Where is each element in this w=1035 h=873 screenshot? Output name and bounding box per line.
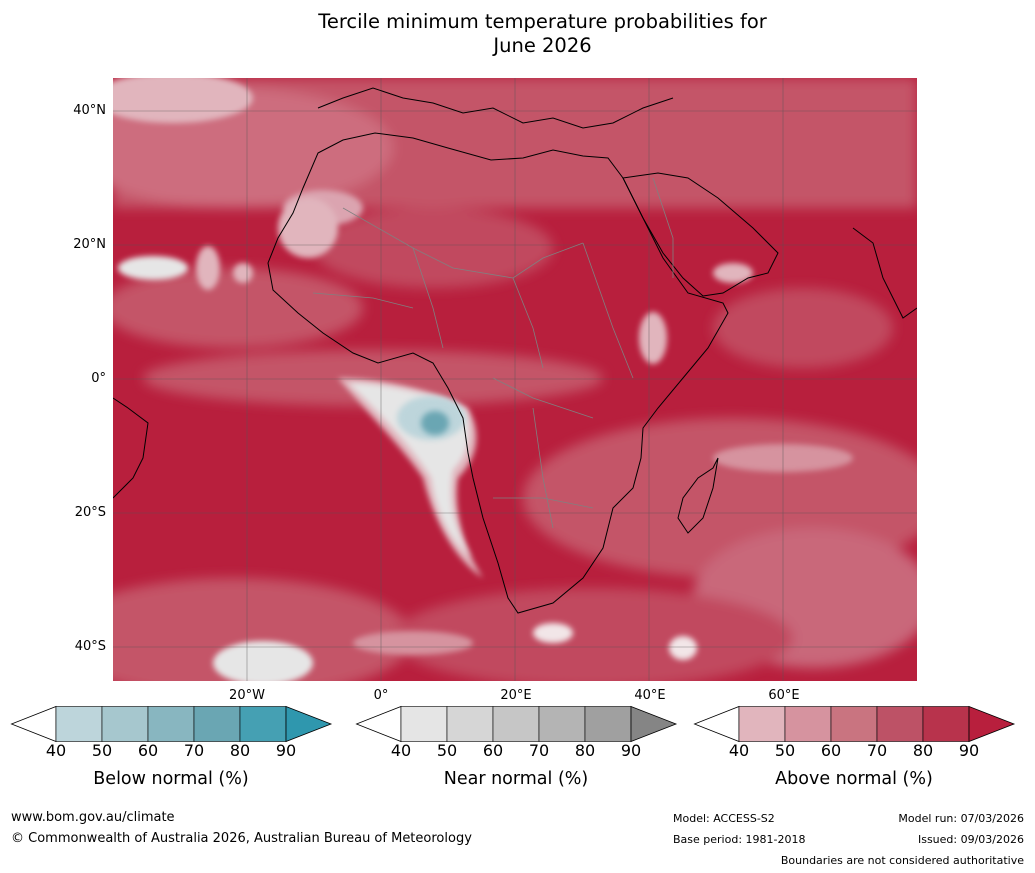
colorbar-tick-label: 90	[275, 741, 297, 760]
colorbar-segment	[147, 706, 195, 742]
colorbar-extend-high	[968, 705, 1016, 743]
colorbar-tick-label: 50	[436, 741, 458, 760]
colorbar-segment	[538, 706, 586, 742]
map-gridlines	[113, 78, 917, 681]
map-title-line1: Tercile minimum temperature probabilitie…	[318, 10, 767, 33]
map-title: Tercile minimum temperature probabilitie…	[0, 10, 1035, 58]
colorbar-svg-near-normal	[355, 705, 678, 743]
colorbar-extend-low	[10, 705, 57, 743]
colorbar-title-near-normal: Near normal (%)	[443, 769, 589, 789]
colorbar-tick-label: 40	[45, 741, 67, 760]
colorbar-segment	[101, 706, 149, 742]
colorbar-tick-label: 50	[774, 741, 796, 760]
colorbar-segment	[584, 706, 632, 742]
madagascar-coastline	[677, 457, 719, 534]
colorbar-segment	[784, 706, 832, 742]
colorbar-title-below-normal: Below normal (%)	[93, 769, 249, 789]
colorbar-segment	[55, 706, 103, 742]
model-name: Model: ACCESS-S2	[673, 812, 775, 825]
colorbar-tick-label: 60	[820, 741, 842, 760]
colorbar-segment	[492, 706, 540, 742]
colorbar-tick-label: 50	[91, 741, 113, 760]
copyright-text: © Commonwealth of Australia 2026, Austra…	[11, 831, 472, 846]
issued-date: Issued: 09/03/2026	[917, 833, 1024, 846]
probability-map	[113, 78, 917, 681]
colorbar-svg-above-normal	[693, 705, 1016, 743]
colorbar-near-normal	[355, 705, 678, 743]
map-canvas	[113, 78, 917, 681]
colorbar-segment	[876, 706, 924, 742]
india-coastline	[852, 227, 917, 319]
lon-label-20e: 20°E	[500, 688, 532, 703]
south-america-coastline	[113, 397, 149, 499]
colorbar-title-above-normal: Above normal (%)	[775, 769, 933, 789]
base-period: Base period: 1981-2018	[673, 833, 806, 846]
colorbar-tick-label: 70	[528, 741, 550, 760]
lon-label-60e: 60°E	[768, 688, 800, 703]
lon-label-20w: 20°W	[229, 688, 265, 703]
arabia-coastline	[622, 172, 779, 297]
country-borders	[312, 177, 674, 529]
colorbar-segment	[193, 706, 241, 742]
colorbar-extend-high	[630, 705, 678, 743]
colorbar-tick-label: 90	[620, 741, 642, 760]
colorbar-tick-label: 80	[229, 741, 251, 760]
colorbar-segment	[922, 706, 970, 742]
colorbar-tick-label: 40	[390, 741, 412, 760]
colorbar-segment	[738, 706, 786, 742]
colorbar-tick-label: 40	[728, 741, 750, 760]
europe-coastline	[317, 87, 674, 129]
lon-label-40e: 40°E	[634, 688, 666, 703]
colorbar-segment	[446, 706, 494, 742]
lat-label-40n: 40°N	[73, 103, 106, 118]
lon-label-0: 0°	[373, 688, 389, 703]
lat-label-40s: 40°S	[74, 639, 106, 654]
africa-coastline	[267, 132, 729, 614]
colorbar-extend-high	[285, 705, 333, 743]
colorbar-segment	[239, 706, 287, 742]
colorbar-svg-below-normal	[10, 705, 333, 743]
colorbar-extend-low	[693, 705, 740, 743]
colorbar-tick-label: 80	[574, 741, 596, 760]
boundary-disclaimer: Boundaries are not considered authoritat…	[780, 854, 1024, 867]
website-link[interactable]: www.bom.gov.au/climate	[11, 810, 175, 825]
colorbar-below-normal	[10, 705, 333, 743]
colorbar-segment	[400, 706, 448, 742]
colorbar-tick-label: 80	[912, 741, 934, 760]
colorbar-tick-label: 70	[866, 741, 888, 760]
model-run-date: Model run: 07/03/2026	[898, 812, 1024, 825]
lat-label-equator: 0°	[91, 371, 106, 386]
colorbar-segment	[830, 706, 878, 742]
probability-shading-light	[113, 78, 853, 681]
colorbar-tick-label: 60	[137, 741, 159, 760]
lat-label-20s: 20°S	[74, 505, 106, 520]
colorbar-extend-low	[355, 705, 402, 743]
map-title-line2: June 2026	[493, 34, 592, 57]
colorbar-tick-label: 90	[958, 741, 980, 760]
lat-label-20n: 20°N	[73, 237, 106, 252]
colorbar-tick-label: 70	[183, 741, 205, 760]
below-normal-region	[338, 378, 483, 578]
colorbar-tick-label: 60	[482, 741, 504, 760]
colorbar-above-normal	[693, 705, 1016, 743]
